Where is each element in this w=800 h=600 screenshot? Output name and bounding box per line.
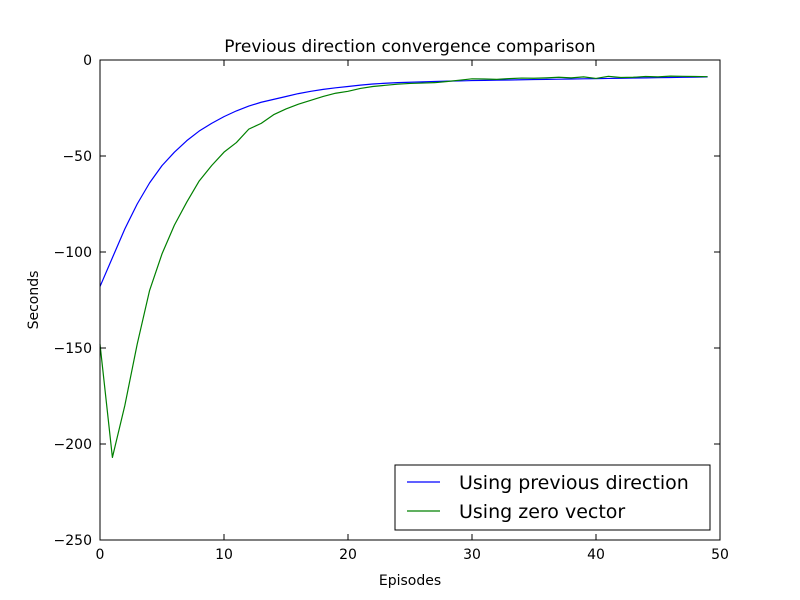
- y-tick-label: −150: [54, 341, 92, 357]
- series-layer: [99, 75, 708, 459]
- y-tick-label: −100: [54, 245, 92, 261]
- y-tick-label: −50: [62, 149, 92, 165]
- plot-frame: [99, 59, 721, 541]
- y-tick-label: −250: [54, 533, 92, 549]
- y-tick-label: 0: [83, 53, 92, 69]
- legend-label-previous-direction: Using previous direction: [459, 472, 689, 494]
- plot-area: 0 10 20 30 40 50 0 −50 −100 −150 −200 −250: [54, 53, 729, 563]
- x-axis-label: Episodes: [379, 573, 441, 589]
- x-tick-label: 20: [339, 547, 357, 563]
- legend: Using previous direction Using zero vect…: [394, 464, 711, 531]
- x-tick-label: 30: [463, 547, 481, 563]
- x-tick-label: 0: [96, 547, 105, 563]
- chart-title: Previous direction convergence compariso…: [224, 37, 595, 57]
- x-tick-label: 50: [711, 547, 729, 563]
- series-line-using-zero-vector: [99, 75, 708, 459]
- legend-box: [394, 464, 711, 531]
- plot-background: [100, 60, 720, 540]
- series-line-using-previous-direction: [99, 76, 708, 287]
- x-tick-label: 40: [587, 547, 605, 563]
- x-tick-label: 10: [215, 547, 233, 563]
- ticks-layer: 0 10 20 30 40 50 0 −50 −100 −150 −200 −250: [54, 53, 729, 563]
- y-tick-label: −200: [54, 437, 92, 453]
- legend-label-zero-vector: Using zero vector: [459, 501, 625, 523]
- y-axis-label: Seconds: [26, 271, 42, 330]
